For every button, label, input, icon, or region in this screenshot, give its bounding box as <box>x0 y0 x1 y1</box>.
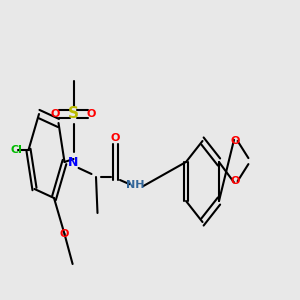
Text: N: N <box>68 155 79 169</box>
Text: Cl: Cl <box>11 145 22 155</box>
Text: O: O <box>60 229 69 239</box>
Text: NH: NH <box>126 180 144 190</box>
Text: S: S <box>68 106 79 122</box>
Text: O: O <box>111 133 120 143</box>
Text: O: O <box>231 136 240 146</box>
Text: O: O <box>231 176 240 186</box>
Text: O: O <box>87 109 96 119</box>
Text: O: O <box>51 109 60 119</box>
